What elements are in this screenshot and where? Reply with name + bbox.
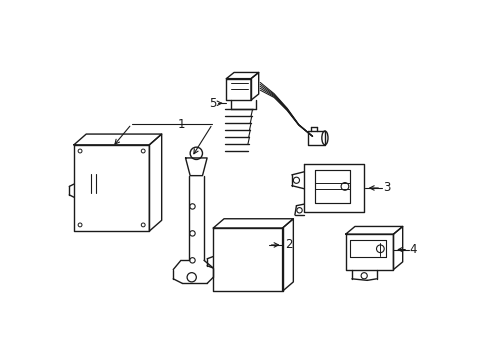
Text: 3: 3 (382, 181, 389, 194)
Text: 1: 1 (178, 118, 185, 131)
Text: 5: 5 (209, 97, 217, 110)
Text: 4: 4 (409, 243, 416, 256)
Text: 2: 2 (285, 238, 292, 251)
